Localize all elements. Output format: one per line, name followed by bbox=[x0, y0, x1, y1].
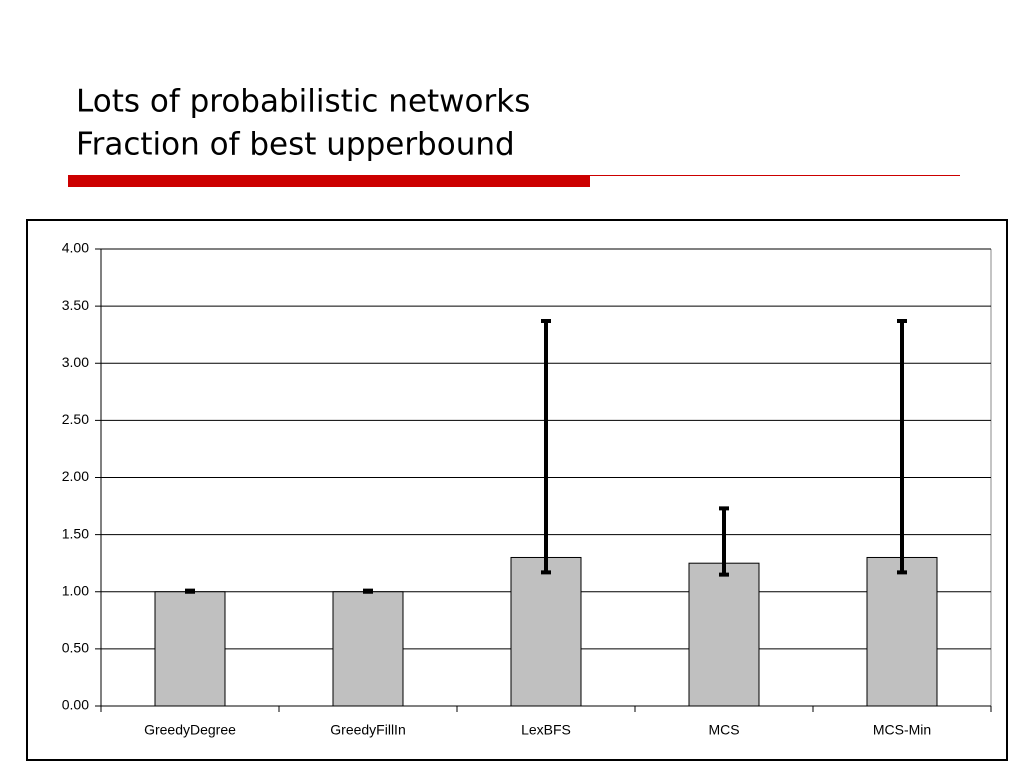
x-tick-label: MCS bbox=[708, 722, 739, 738]
y-tick-label: 3.00 bbox=[62, 354, 89, 370]
error-bar bbox=[719, 506, 729, 577]
error-bar bbox=[897, 318, 907, 575]
x-tick-label: GreedyFillIn bbox=[330, 722, 405, 738]
y-tick-label: 1.50 bbox=[62, 525, 89, 541]
y-tick-label: 0.00 bbox=[62, 697, 89, 713]
y-tick-label: 3.50 bbox=[62, 297, 89, 313]
error-bar bbox=[185, 588, 195, 594]
title-line: Fraction of best upperbound bbox=[76, 127, 515, 163]
y-tick-label: 0.50 bbox=[62, 640, 89, 656]
y-tick-label: 1.00 bbox=[62, 582, 89, 598]
y-tick-label: 2.50 bbox=[62, 411, 89, 427]
bar bbox=[332, 591, 404, 707]
x-tick-label: MCS-Min bbox=[873, 722, 931, 738]
error-bar bbox=[363, 588, 373, 594]
bar bbox=[154, 591, 226, 707]
y-tick-label: 2.00 bbox=[62, 468, 89, 484]
bar bbox=[510, 556, 582, 707]
error-bar bbox=[541, 318, 551, 575]
x-tick-label: GreedyDegree bbox=[144, 722, 236, 738]
chart: 0.00 0.50 1.00 1.50 2.00 2.50 3.00 3.50 4.00 Gree… bbox=[62, 240, 992, 738]
x-tick-label: LexBFS bbox=[521, 722, 571, 738]
y-tick-label: 4.00 bbox=[62, 240, 89, 256]
title-underline bbox=[68, 175, 590, 187]
bar bbox=[866, 556, 938, 707]
title-line: Lots of probabilistic networks bbox=[76, 84, 530, 120]
bar bbox=[688, 562, 760, 707]
